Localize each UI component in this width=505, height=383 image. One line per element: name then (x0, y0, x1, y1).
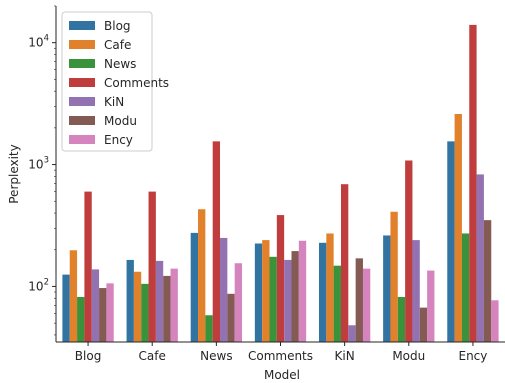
bar-ency-modu (427, 270, 435, 342)
bar-cafe-ency (454, 113, 462, 343)
legend-swatch-ency (69, 135, 95, 144)
bar-modu-ency (483, 220, 492, 342)
legend-swatch-news (69, 59, 95, 68)
bar-news-comments (269, 256, 277, 342)
legend-label-blog: Blog (104, 19, 131, 33)
bar-blog-kin (318, 242, 327, 342)
legend-label-cafe: Cafe (104, 38, 131, 52)
bar-modu-kin (355, 258, 363, 342)
y-tick-label: 104 (28, 34, 49, 50)
bar-news-kin (333, 265, 341, 342)
bar-comments-news (212, 141, 221, 342)
legend-label-ency: Ency (104, 133, 133, 147)
bar-news-cafe (141, 283, 149, 342)
legend-swatch-blog (69, 21, 95, 30)
bar-kin-news (220, 237, 228, 342)
bar-comments-blog (84, 191, 92, 342)
x-ticks: Blog Cafe News Comments KiN Modu Ency (75, 342, 487, 363)
bar-ency-ency (491, 300, 499, 342)
bar-blog-news (190, 232, 199, 342)
bar-ency-kin (362, 268, 371, 342)
bar-ency-cafe (170, 268, 178, 342)
legend-swatch-modu (69, 116, 95, 125)
bar-cafe-comments (262, 240, 270, 342)
bar-blog-ency (447, 141, 455, 342)
x-tick-label-news: News (200, 349, 232, 363)
bar-news-ency (461, 233, 470, 342)
bar-ency-news (234, 263, 243, 342)
bar-kin-modu (412, 240, 420, 342)
bar-cafe-modu (390, 211, 398, 342)
legend-swatch-kin (69, 97, 95, 106)
bar-comments-comments (276, 215, 285, 342)
y-tick-label: 102 (28, 277, 49, 293)
bars-layer (62, 24, 499, 343)
bar-blog-modu (383, 235, 391, 342)
bar-news-news (205, 315, 213, 342)
y-tick-label: 103 (28, 156, 49, 172)
legend-swatch-comments (69, 78, 95, 87)
bar-kin-kin (348, 325, 356, 342)
bar-modu-modu (419, 307, 428, 342)
bar-cafe-blog (69, 250, 78, 342)
bar-modu-comments (291, 251, 299, 342)
bar-news-blog (77, 296, 85, 342)
bar-blog-comments (254, 243, 263, 342)
bar-cafe-news (198, 209, 206, 342)
x-axis-label: Model (264, 368, 300, 382)
bar-ency-blog (106, 283, 114, 342)
bar-blog-blog (62, 274, 70, 342)
bar-kin-ency (476, 174, 484, 342)
x-tick-label-ency: Ency (458, 349, 487, 363)
bar-news-modu (397, 296, 406, 342)
legend-label-kin: KiN (104, 95, 124, 109)
x-tick-label-comments: Comments (248, 349, 313, 363)
x-tick-label-cafe: Cafe (139, 349, 166, 363)
y-axis-label: Perplexity (7, 144, 21, 204)
x-tick-label-modu: Modu (392, 349, 425, 363)
legend-swatch-cafe (69, 40, 95, 49)
bar-blog-cafe (126, 259, 134, 342)
legend-label-comments: Comments (104, 76, 169, 90)
legend-label-modu: Modu (104, 114, 137, 128)
bar-comments-ency (469, 24, 477, 342)
x-tick-label-blog: Blog (75, 349, 102, 363)
legend-label-news: News (104, 57, 136, 71)
bar-cafe-kin (326, 233, 334, 342)
bar-kin-cafe (155, 260, 164, 342)
bar-comments-modu (405, 160, 413, 342)
bar-comments-cafe (148, 191, 156, 342)
bar-ency-comments (298, 240, 307, 342)
bar-kin-blog (91, 269, 100, 342)
bar-modu-cafe (163, 275, 171, 342)
bar-kin-comments (284, 259, 292, 342)
bar-comments-kin (340, 184, 349, 342)
bar-modu-blog (99, 288, 107, 342)
bar-modu-news (227, 293, 235, 342)
legend: Blog Cafe News Comments KiN Modu Ency (61, 11, 169, 152)
x-tick-label-kin: KiN (335, 349, 355, 363)
bar-cafe-cafe (133, 271, 142, 342)
y-ticks: 102 103 104 (28, 5, 56, 336)
